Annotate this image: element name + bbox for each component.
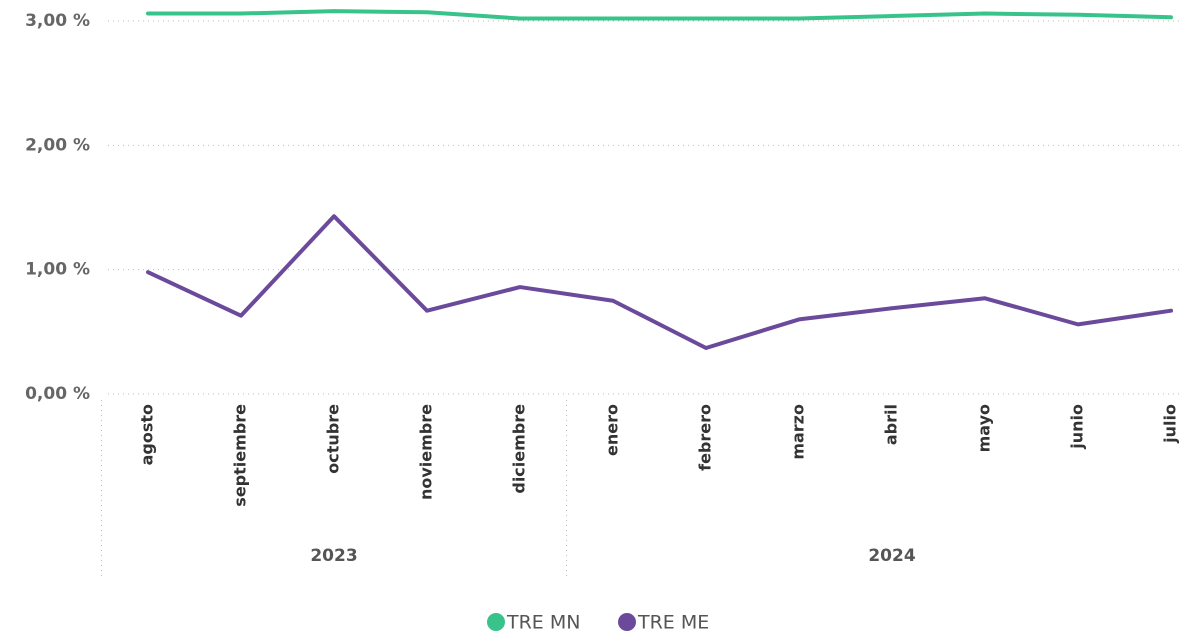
series-line [146,9,1173,21]
y-tick-label: 3,00 % [25,11,90,31]
x-tick-label: febrero [696,404,715,471]
x-tick-label: septiembre [231,404,250,507]
x-tick-label: diciembre [510,404,529,494]
group-label: 2023 [310,546,357,566]
series-line [146,214,1173,350]
x-tick-label: mayo [975,404,994,452]
x-tick-label: octubre [324,404,343,474]
legend-marker [487,613,505,631]
legend-label: TRE ME [637,612,709,633]
x-tick-label: agosto [138,404,157,465]
y-tick-label: 2,00 % [25,135,90,155]
x-tick-label: enero [603,404,622,456]
y-tick-label: 1,00 % [25,260,90,280]
y-tick-label: 0,00 % [25,384,90,404]
legend-label: TRE MN [506,612,580,633]
x-tick-label: noviembre [417,404,436,500]
group-label: 2024 [868,546,915,566]
x-tick-label: marzo [789,404,808,460]
x-tick-label: julio [1161,404,1180,444]
x-tick-label: abril [882,404,901,445]
x-tick-label: junio [1068,404,1087,450]
legend-marker [618,613,636,631]
